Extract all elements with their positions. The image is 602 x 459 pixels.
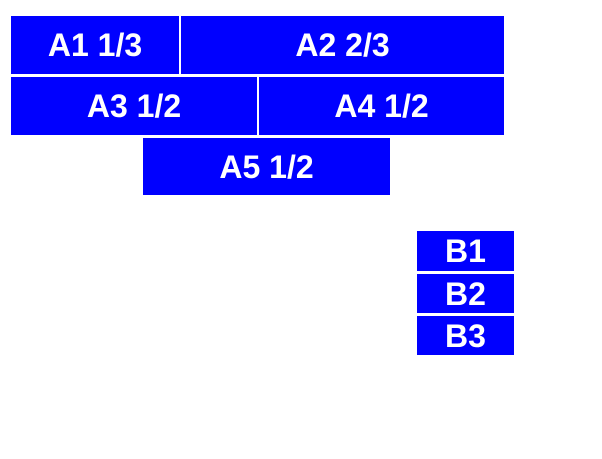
block-b2: B2 [417, 274, 514, 313]
block-a5: A5 1/2 [143, 138, 390, 195]
block-b3: B3 [417, 316, 514, 355]
block-a3: A3 1/2 [11, 77, 257, 135]
block-b1: B1 [417, 231, 514, 271]
block-a4: A4 1/2 [259, 77, 504, 135]
block-a1: A1 1/3 [11, 16, 179, 74]
block-a2: A2 2/3 [181, 16, 504, 74]
